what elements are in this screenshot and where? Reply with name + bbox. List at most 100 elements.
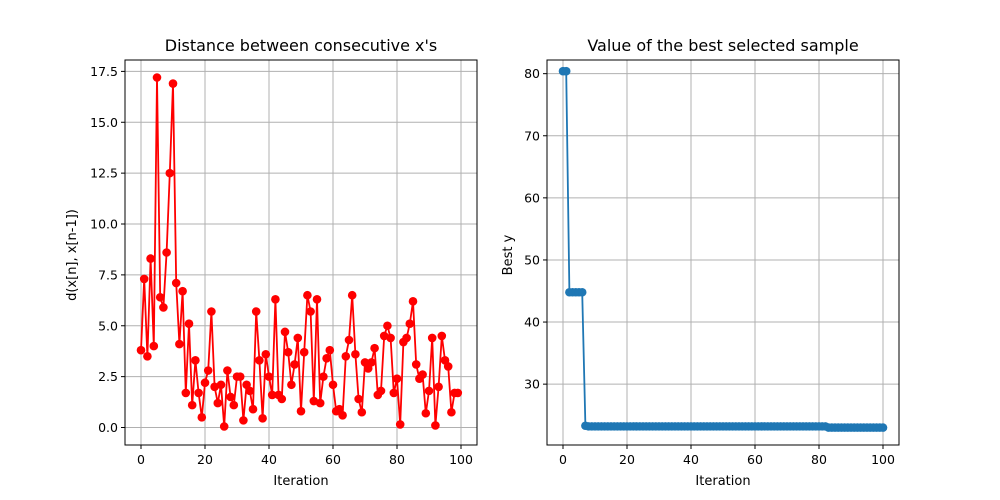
distance-chart-data-point [338,410,347,420]
best-sample-chart-x-label: Iteration [695,474,750,489]
best-sample-chart-xtick-label: 80 [811,452,827,467]
distance-chart-data-point [207,307,216,316]
best-sample-chart-grid [547,60,899,445]
distance-chart-data-point [434,382,443,392]
distance-chart-data-point [328,380,338,390]
distance-chart-data-point [447,407,456,417]
distance-chart-data-point [287,380,296,390]
distance-chart-data-point [303,290,312,300]
distance-chart-data-point [239,416,248,425]
distance-chart-series [136,73,463,431]
distance-chart-x-label: Iteration [273,474,328,489]
best-sample-chart-data-point [878,423,888,432]
distance-chart-data-point [389,388,399,398]
distance-chart-data-point [408,297,418,306]
best-sample-chart-xtick-label: 40 [683,452,699,467]
distance-chart-data-point [395,420,405,429]
best-sample-chart-title: Value of the best selected sample [587,36,858,55]
best-sample-chart-frame [546,59,900,446]
distance-chart-data-point [296,406,306,416]
distance-chart-data-point [431,421,440,430]
distance-chart-data-point [443,362,453,371]
distance-chart-data-point [299,347,309,357]
distance-chart-ytick-label: 12.5 [90,166,118,181]
best-sample-chart-xtick-label: 100 [871,452,895,467]
distance-chart-xtick-label: 0 [137,452,145,467]
distance-chart-data-point [319,372,328,381]
distance-chart-xtick-label: 60 [325,452,341,467]
distance-chart-data-point [341,351,351,361]
distance-chart-data-point [155,292,165,302]
distance-chart-series-line [140,76,458,428]
distance-chart-xtick-label: 20 [197,452,213,467]
distance-chart-data-point [437,331,447,341]
distance-chart-data-point [453,388,463,398]
distance-chart-data-point [226,392,235,402]
distance-chart-data-point [175,339,184,349]
distance-chart-data-point [370,343,379,353]
best-sample-chart-xtick-label: 0 [559,452,567,467]
distance-chart-data-point [392,374,402,383]
distance-chart-data-point [405,319,415,329]
distance-chart-frame [124,59,478,446]
distance-chart-data-point [267,390,277,400]
distance-chart-title: Distance between consecutive x's [165,36,437,55]
distance-chart-xtick-label: 40 [261,452,277,467]
distance-chart-ytick-label: 17.5 [90,64,118,79]
distance-chart-data-point [258,414,267,423]
distance-chart-data-point [159,303,168,312]
best-sample-chart-series-line [563,70,883,429]
best-sample-chart-ytick-label: 60 [524,190,540,205]
distance-chart-y-label: d(x[n], x[n-1]) [65,209,80,301]
distance-chart-data-point [418,370,427,379]
distance-chart-data-point [187,400,197,410]
distance-chart-data-point [351,349,360,359]
distance-chart-data-point [146,254,155,263]
best-sample-chart-ytick-label: 40 [524,315,540,330]
distance-chart-data-point [143,351,152,361]
distance-chart-ytick-label: 10.0 [90,217,118,232]
distance-chart-data-point [200,378,210,388]
distance-chart-data-point [376,386,386,396]
distance-chart-data-point [280,327,290,337]
best-sample-chart-ticks: 0 20 40 60 80 100 30 40 50 60 70 80 [524,66,895,467]
distance-chart-data-point [344,335,354,345]
distance-chart-data-point [325,345,335,355]
distance-chart: Distance between consecutive x's Iterati… [65,36,478,489]
distance-chart-data-point [191,356,200,365]
distance-chart-data-point [184,319,194,329]
best-sample-chart-data-point [561,66,571,76]
distance-chart-xtick-label: 80 [389,452,405,467]
distance-chart-data-point [293,333,303,343]
distance-chart-data-point [181,388,191,398]
distance-chart-data-point [347,290,357,300]
distance-chart-ytick-label: 5.0 [98,318,118,333]
distance-chart-data-point [194,388,203,398]
best-sample-chart-ytick-label: 70 [524,128,540,143]
distance-chart-data-point [235,372,245,381]
distance-chart-data-point [219,422,229,431]
distance-chart-xtick-label: 100 [449,452,473,467]
distance-chart-data-point [424,386,434,396]
distance-chart-data-point [255,356,264,365]
best-sample-chart-series [558,66,888,432]
distance-chart-ytick-label: 7.5 [98,267,118,282]
best-sample-chart-ytick-label: 50 [524,252,540,267]
distance-chart-data-point [421,408,431,418]
distance-chart-data-point [427,333,437,343]
distance-chart-data-point [229,400,239,410]
distance-chart-data-point [149,341,159,351]
distance-chart-data-point [354,394,363,404]
distance-chart-data-point [271,295,280,304]
distance-chart-data-point [251,307,261,316]
distance-chart-data-point [203,366,213,375]
distance-chart-ytick-label: 15.0 [90,115,118,130]
distance-chart-data-point [213,398,223,408]
distance-chart-data-point [261,349,271,359]
distance-chart-data-point [402,333,411,343]
distance-chart-data-point [386,333,395,343]
distance-chart-ytick-label: 2.5 [98,369,118,384]
distance-chart-data-point [171,278,181,288]
distance-chart-data-point [283,347,293,357]
distance-chart-data-point [139,274,149,284]
